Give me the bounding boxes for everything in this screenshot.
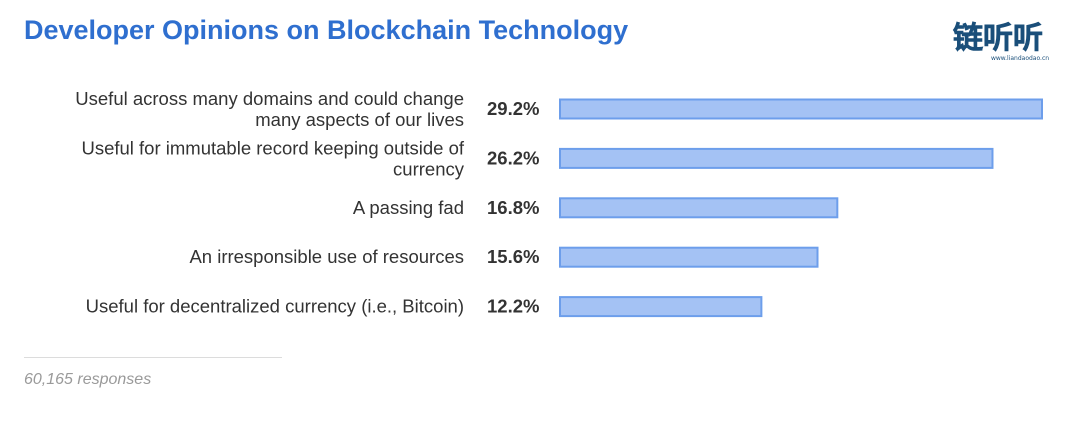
- brand-logo: 链听听 www.liandaodao.cn: [953, 21, 1050, 62]
- bar: [559, 246, 819, 268]
- category-label: Useful across many domains and could cha…: [75, 88, 464, 130]
- chart-title: Developer Opinions on Blockchain Technol…: [24, 15, 629, 45]
- logo-subtext: www.liandaodao.cn: [991, 55, 1049, 62]
- logo-text: 链听听: [953, 21, 1043, 56]
- footer-divider: [24, 357, 282, 358]
- bar: [559, 296, 763, 318]
- value-label: 12.2%: [487, 296, 539, 317]
- value-label: 26.2%: [487, 147, 539, 168]
- value-label: 16.8%: [487, 197, 539, 218]
- bar: [559, 147, 994, 169]
- bar: [559, 197, 839, 219]
- bar: [559, 98, 1043, 120]
- category-label: A passing fad: [353, 197, 464, 218]
- response-count: 60,165 responses: [24, 371, 152, 388]
- category-label: An irresponsible use of resources: [189, 246, 464, 267]
- value-label: 15.6%: [487, 246, 539, 267]
- value-label: 29.2%: [487, 98, 539, 119]
- category-label: Useful for immutable record keeping outs…: [81, 137, 464, 179]
- bar-chart: Useful across many domains and could cha…: [75, 88, 1043, 318]
- category-label: Useful for decentralized currency (i.e.,…: [86, 296, 464, 317]
